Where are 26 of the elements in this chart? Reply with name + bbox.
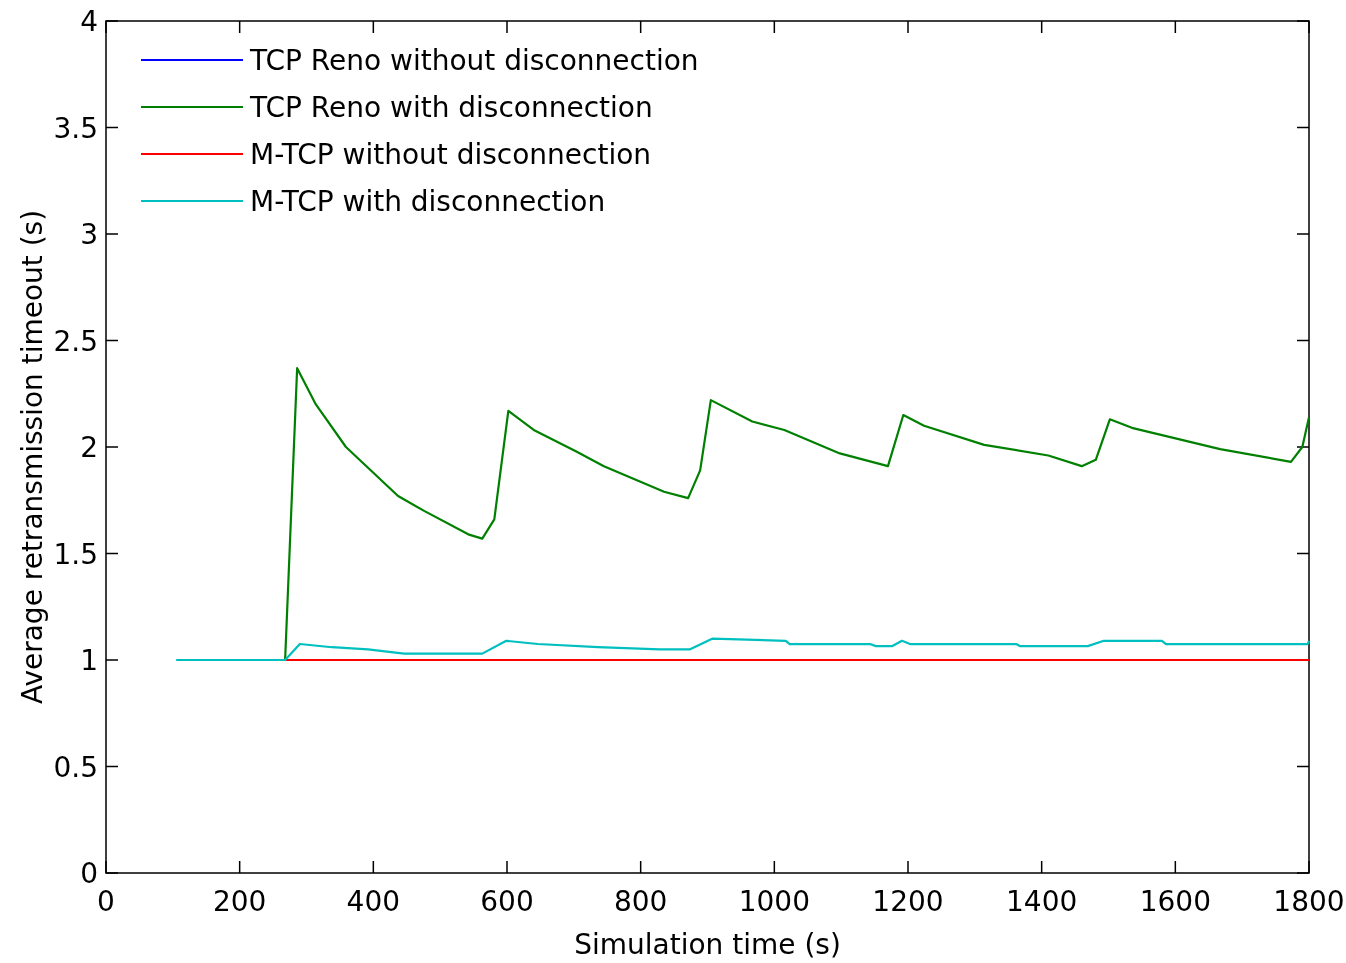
x-tick-label: 600: [480, 885, 534, 918]
x-tick-label: 1200: [872, 885, 944, 918]
legend-label: M-TCP with disconnection: [250, 185, 606, 218]
y-tick-label: 2.5: [53, 324, 98, 358]
x-tick-label: 1600: [1139, 885, 1211, 918]
y-tick-label: 1: [80, 644, 98, 677]
y-tick-label: 1.5: [53, 537, 98, 571]
x-tick-label: 800: [613, 885, 668, 918]
y-axis-title: Average retransmission timeout (s): [16, 209, 49, 705]
y-tick-label: 0: [80, 857, 98, 890]
y-tick-label: 3.5: [53, 111, 98, 145]
x-tick-label: 1400: [1006, 885, 1078, 918]
line-series: [284, 367, 1311, 662]
y-tick-label: 3: [80, 218, 98, 251]
y-tick-label: 4: [80, 5, 98, 38]
y-tick-label: 2: [80, 431, 98, 464]
legend-label: M-TCP without disconnection: [250, 138, 652, 171]
x-tick-label: 200: [212, 885, 267, 918]
x-axis-title: Simulation time (s): [574, 928, 841, 961]
line-series: [175, 637, 1311, 662]
x-tick-label: 400: [346, 885, 401, 918]
y-tick-label: 0.5: [53, 750, 98, 784]
legend-label: TCP Reno without disconnection: [249, 44, 699, 77]
legend-label: TCP Reno with disconnection: [249, 91, 653, 124]
x-tick-label: 1000: [738, 885, 810, 918]
x-tick-label: 1800: [1273, 885, 1345, 918]
